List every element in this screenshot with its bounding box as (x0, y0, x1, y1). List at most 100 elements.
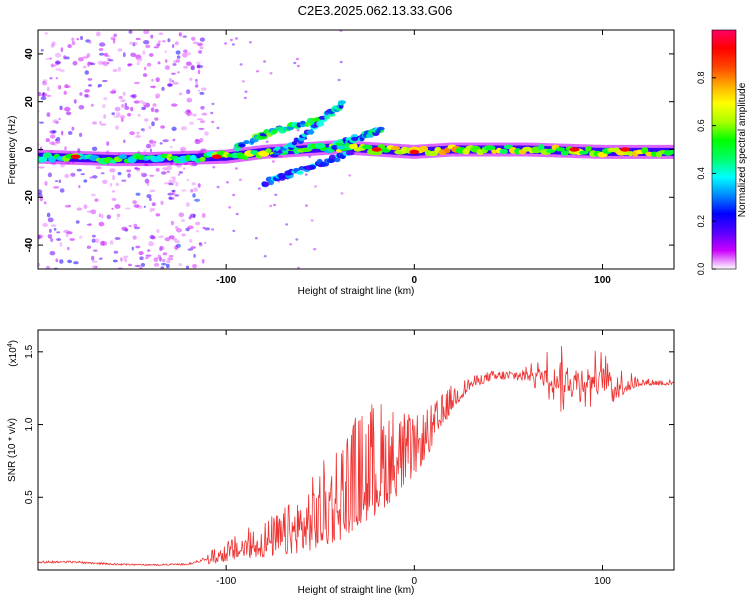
noise-speck (172, 80, 174, 83)
noise-speck (133, 204, 140, 208)
snr-scale-text: (x104) (7, 340, 19, 367)
noise-speck (168, 235, 175, 240)
noise-speck (162, 167, 169, 171)
noise-speck (64, 106, 71, 112)
noise-speck (49, 134, 56, 139)
noise-speck (186, 178, 189, 182)
noise-speck (91, 255, 95, 261)
branch-blob (377, 126, 385, 131)
noise-speck (148, 125, 152, 130)
branch-blob (338, 100, 346, 105)
noise-speck (189, 77, 193, 81)
noise-speck (257, 187, 261, 190)
noise-speck (117, 48, 123, 52)
noise-speck (211, 102, 215, 106)
noise-speck (168, 77, 173, 83)
noise-speck (273, 203, 277, 207)
noise-speck (155, 93, 161, 99)
noise-speck (98, 221, 105, 227)
hot-spot (371, 147, 382, 152)
noise-speck (124, 106, 130, 110)
noise-speck (198, 127, 205, 130)
ridge-blob (362, 144, 373, 150)
noise-speck (157, 61, 161, 65)
noise-speck (114, 204, 121, 209)
noise-speck (139, 256, 144, 261)
noise-speck (73, 261, 79, 265)
noise-speck (212, 166, 216, 169)
noise-speck (111, 112, 115, 116)
branch-blob (334, 157, 341, 163)
noise-speck (149, 234, 155, 240)
noise-speck (160, 171, 167, 175)
noise-speck (150, 34, 154, 39)
noise-speck (78, 185, 81, 189)
noise-speck (61, 130, 64, 136)
noise-speck (235, 212, 239, 216)
noise-speck (153, 141, 157, 144)
noise-speck (143, 30, 150, 35)
noise-speck (67, 246, 70, 251)
noise-speck (40, 96, 47, 101)
noise-speck (157, 254, 162, 259)
noise-speck (96, 31, 101, 37)
noise-speck (178, 263, 183, 267)
noise-speck (174, 194, 180, 197)
noise-speck (54, 143, 57, 146)
noise-speck (310, 219, 314, 222)
ridge-blob (538, 144, 545, 151)
noise-speck (79, 235, 83, 239)
noise-speck (150, 107, 155, 113)
noise-speck (42, 222, 49, 227)
noise-speck (112, 190, 115, 193)
noise-speck (126, 169, 132, 173)
noise-speck (161, 262, 167, 266)
noise-speck (63, 55, 66, 60)
noise-speck (132, 235, 137, 240)
noise-speck (90, 103, 94, 107)
noise-speck (64, 173, 70, 179)
noise-speck (92, 265, 98, 269)
noise-speck (38, 166, 45, 169)
noise-speck (155, 213, 161, 217)
noise-speck (174, 240, 181, 244)
noise-speck (235, 37, 238, 40)
noise-speck (145, 254, 152, 257)
noise-speck (111, 207, 114, 210)
noise-speck (152, 103, 157, 107)
spectrogram-xtick-label: -100 (216, 275, 236, 286)
noise-speck (56, 238, 62, 241)
noise-speck (109, 168, 116, 173)
noise-speck (216, 185, 220, 189)
noise-speck (67, 131, 73, 135)
noise-speck (164, 50, 167, 54)
noise-speck (211, 120, 215, 124)
noise-speck (149, 85, 156, 88)
noise-speck (172, 238, 178, 241)
noise-speck (65, 232, 69, 238)
noise-speck (73, 99, 77, 104)
noise-speck (231, 43, 235, 46)
noise-speck (172, 63, 177, 66)
snr-xtick-label: 0 (412, 576, 418, 587)
noise-speck (198, 242, 202, 245)
noise-speck (42, 79, 48, 82)
noise-speck (186, 89, 191, 95)
noise-speck (114, 237, 121, 240)
noise-speck (49, 251, 56, 256)
noise-speck (151, 78, 154, 82)
noise-speck (121, 179, 127, 182)
noise-speck (108, 59, 114, 62)
branch-blob (320, 161, 330, 167)
noise-speck (181, 233, 186, 237)
noise-speck (140, 172, 144, 175)
noise-speck (154, 117, 159, 121)
spectrogram-ylabel: Frequency (Hz) (7, 116, 18, 185)
noise-speck (93, 249, 98, 252)
noise-speck (110, 90, 117, 94)
colorbar-label: Normalized spectral amplitude (737, 82, 748, 217)
noise-speck (232, 193, 236, 197)
noise-speck (145, 143, 152, 149)
noise-speck (49, 57, 52, 60)
noise-speck (101, 79, 108, 83)
